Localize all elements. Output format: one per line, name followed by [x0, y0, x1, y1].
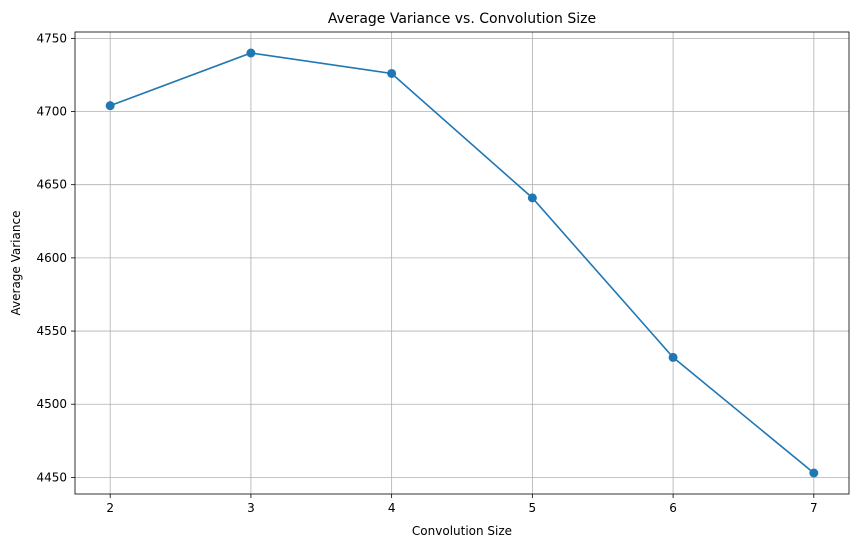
x-tick-label: 3 — [247, 501, 255, 515]
y-tick-label: 4750 — [36, 31, 67, 45]
x-tick-label: 4 — [388, 501, 396, 515]
x-tick-label: 6 — [669, 501, 677, 515]
data-point — [105, 101, 115, 111]
chart-title: Average Variance vs. Convolution Size — [328, 11, 596, 27]
data-point — [246, 48, 256, 58]
grid — [75, 32, 849, 494]
data-point — [527, 193, 537, 203]
y-axis-label: Average Variance — [9, 211, 23, 316]
y-tick-label: 4700 — [36, 105, 67, 119]
x-tick-label: 5 — [529, 501, 537, 515]
x-tick-label: 2 — [106, 501, 114, 515]
y-axis-ticks: 4450 4500 4550 4600 4650 4700 4750 — [36, 31, 75, 484]
data-point — [387, 68, 397, 78]
x-axis-ticks: 2 3 4 5 6 7 — [106, 494, 818, 515]
x-axis-label: Convolution Size — [412, 524, 512, 538]
data-point — [809, 468, 819, 478]
y-tick-label: 4600 — [36, 251, 67, 265]
y-tick-label: 4650 — [36, 178, 67, 192]
plot-frame — [74, 31, 850, 495]
y-tick-label: 4550 — [36, 324, 67, 338]
y-tick-label: 4500 — [36, 397, 67, 411]
x-tick-label: 7 — [810, 501, 818, 515]
data-point — [668, 352, 678, 362]
series-line — [109, 52, 815, 474]
y-tick-label: 4450 — [36, 470, 67, 484]
series-layer — [105, 48, 819, 478]
